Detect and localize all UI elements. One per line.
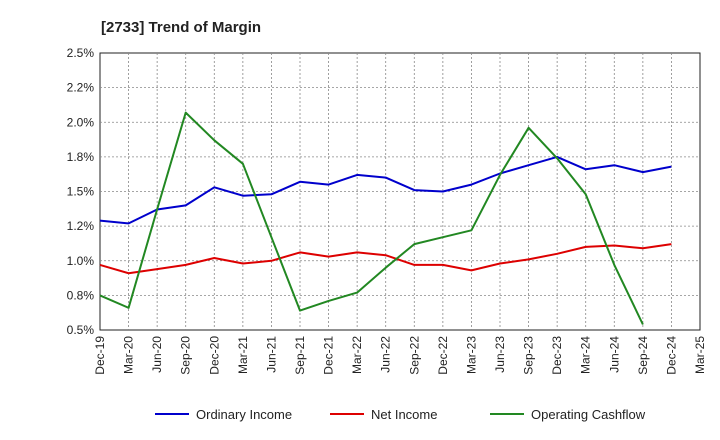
y-tick-label: 1.2% — [67, 219, 95, 233]
x-tick-label: Jun-21 — [264, 336, 278, 373]
y-tick-label: 0.8% — [67, 288, 95, 302]
x-tick-label: Mar-23 — [464, 336, 478, 374]
chart-title: [2733] Trend of Margin — [101, 19, 261, 36]
y-tick-label: 2.0% — [67, 115, 95, 129]
series-line-operating-cashflow — [99, 111, 644, 325]
x-tick-label: Dec-22 — [436, 336, 450, 375]
x-tick-label: Dec-19 — [93, 336, 107, 375]
x-tick-label: Jun-22 — [379, 336, 393, 373]
legend-label: Operating Cashflow — [531, 407, 646, 422]
legend: Ordinary Income Net Income Operating Cashf… — [155, 407, 646, 422]
y-tick-label: 1.0% — [67, 254, 95, 268]
y-tick-label: 0.5% — [67, 323, 95, 337]
legend-label: Ordinary Income — [196, 407, 292, 422]
x-axis-ticks: Dec-19 Mar-20 Jun-20 Sep-20 Dec-20 Mar-21 Jun-… — [93, 336, 707, 375]
y-axis-ticks: 2.5% 2.2% 2.0% 1.8% 1.5% 1.2% 1.0% 0.8% 0.5% — [67, 46, 95, 337]
x-tick-label: Dec-20 — [207, 336, 221, 375]
y-tick-label: 1.5% — [67, 185, 95, 199]
y-tick-label: 2.5% — [67, 46, 95, 60]
x-tick-label: Dec-23 — [550, 336, 564, 375]
series-line-net-income — [99, 243, 672, 275]
y-tick-label: 2.2% — [67, 81, 95, 95]
x-tick-label: Sep-22 — [407, 336, 421, 375]
x-tick-label: Sep-24 — [636, 336, 650, 375]
x-tick-label: Mar-25 — [693, 336, 707, 374]
x-tick-label: Jun-24 — [607, 336, 621, 373]
x-tick-label: Dec-24 — [664, 336, 678, 375]
x-tick-label: Dec-21 — [322, 336, 336, 375]
x-tick-label: Mar-20 — [122, 336, 136, 374]
legend-label: Net Income — [371, 407, 437, 422]
x-tick-label: Sep-23 — [522, 336, 536, 375]
y-tick-label: 1.8% — [67, 150, 95, 164]
x-tick-label: Jun-20 — [150, 336, 164, 373]
series-line-ordinary-income — [99, 155, 672, 225]
x-tick-label: Mar-22 — [350, 336, 364, 374]
x-tick-label: Mar-24 — [579, 336, 593, 374]
x-tick-label: Mar-21 — [236, 336, 250, 374]
x-tick-label: Jun-23 — [493, 336, 507, 373]
x-tick-label: Sep-21 — [293, 336, 307, 375]
x-tick-label: Sep-20 — [179, 336, 193, 375]
series-lines — [99, 111, 672, 325]
